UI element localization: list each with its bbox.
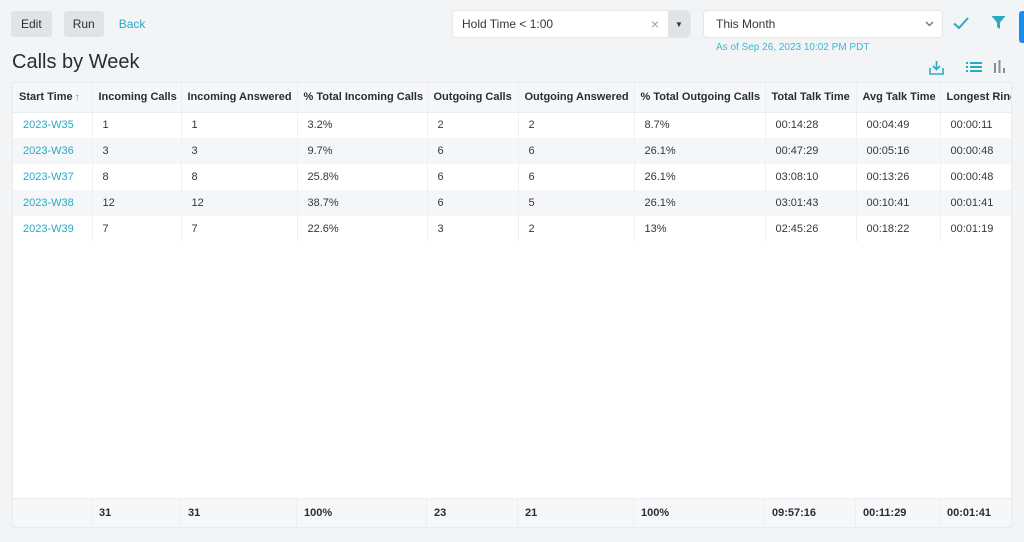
period-select[interactable]: This Month bbox=[703, 10, 943, 38]
week-link[interactable]: 2023-W39 bbox=[13, 216, 93, 242]
cell: 00:00:11 bbox=[940, 112, 1011, 138]
list-icon[interactable] bbox=[966, 61, 982, 73]
column-header-incoming-answered[interactable]: Incoming Answered bbox=[181, 83, 298, 113]
check-icon[interactable] bbox=[952, 14, 970, 32]
funnel-icon[interactable] bbox=[991, 15, 1006, 30]
cell: 25.8% bbox=[297, 164, 428, 190]
column-header-longest-ring[interactable]: Longest Ring bbox=[940, 83, 1011, 113]
column-header-outgoing-calls[interactable]: Outgoing Calls bbox=[427, 83, 519, 113]
cell: 03:08:10 bbox=[765, 164, 857, 190]
total-cell: 31 bbox=[181, 499, 297, 527]
download-icon[interactable] bbox=[929, 60, 944, 75]
cell: 6 bbox=[427, 138, 519, 164]
table-row: 2023-W35 1 1 3.2% 2 2 8.7% 00:14:28 00:0… bbox=[13, 112, 1011, 138]
cell: 03:01:43 bbox=[765, 190, 857, 216]
total-cell: 31 bbox=[92, 499, 181, 527]
total-cell: 21 bbox=[518, 499, 634, 527]
total-cell: 09:57:16 bbox=[765, 499, 856, 527]
cell: 8 bbox=[92, 164, 182, 190]
filter-value: Hold Time < 1:00 bbox=[462, 17, 554, 31]
cell: 00:14:28 bbox=[765, 112, 857, 138]
cell: 6 bbox=[518, 138, 635, 164]
cell: 12 bbox=[181, 190, 298, 216]
side-panel-tab[interactable] bbox=[1019, 11, 1024, 43]
cell: 6 bbox=[518, 164, 635, 190]
column-header-total-talk-time[interactable]: Total Talk Time bbox=[765, 83, 857, 113]
week-link[interactable]: 2023-W38 bbox=[13, 190, 93, 216]
cell: 2 bbox=[518, 112, 635, 138]
cell: 02:45:26 bbox=[765, 216, 857, 242]
cell: 00:13:26 bbox=[856, 164, 941, 190]
cell: 8.7% bbox=[634, 112, 766, 138]
cell: 1 bbox=[92, 112, 182, 138]
cell: 2 bbox=[518, 216, 635, 242]
page-title: Calls by Week bbox=[12, 51, 140, 73]
cell: 00:04:49 bbox=[856, 112, 941, 138]
week-link[interactable]: 2023-W37 bbox=[13, 164, 93, 190]
column-header-start-time[interactable]: Start Time ↑ bbox=[13, 83, 93, 113]
cell: 26.1% bbox=[634, 138, 766, 164]
cell: 00:18:22 bbox=[856, 216, 941, 242]
column-header-pct-total-outgoing[interactable]: % Total Outgoing Calls bbox=[634, 83, 766, 113]
total-cell: 100% bbox=[297, 499, 427, 527]
cell: 00:47:29 bbox=[765, 138, 857, 164]
cell: 6 bbox=[427, 164, 519, 190]
table-row: 2023-W37 8 8 25.8% 6 6 26.1% 03:08:10 00… bbox=[13, 164, 1011, 190]
cell: 00:00:48 bbox=[940, 138, 1011, 164]
cell: 3.2% bbox=[297, 112, 428, 138]
dropdown-arrow-icon[interactable]: ▼ bbox=[668, 11, 690, 37]
run-button[interactable]: Run bbox=[63, 11, 104, 37]
total-cell: 23 bbox=[427, 499, 518, 527]
clear-icon[interactable]: × bbox=[650, 16, 660, 32]
table-row: 2023-W36 3 3 9.7% 6 6 26.1% 00:47:29 00:… bbox=[13, 138, 1011, 164]
table-row: 2023-W38 12 12 38.7% 6 5 26.1% 03:01:43 … bbox=[13, 190, 1011, 216]
cell: 9.7% bbox=[297, 138, 428, 164]
week-link[interactable]: 2023-W35 bbox=[13, 112, 93, 138]
table-row: 2023-W39 7 7 22.6% 3 2 13% 02:45:26 00:1… bbox=[13, 216, 1011, 242]
total-cell: 00:11:29 bbox=[856, 499, 940, 527]
cell: 1 bbox=[181, 112, 298, 138]
cell: 3 bbox=[181, 138, 298, 164]
cell: 00:00:48 bbox=[940, 164, 1011, 190]
cell: 00:01:19 bbox=[940, 216, 1011, 242]
cell: 6 bbox=[427, 190, 519, 216]
bar-chart-icon[interactable] bbox=[993, 60, 1006, 73]
cell: 26.1% bbox=[634, 190, 766, 216]
cell: 38.7% bbox=[297, 190, 428, 216]
header-row: Start Time ↑ Incoming Calls Incoming Answ… bbox=[13, 83, 1011, 113]
cell: 2 bbox=[427, 112, 519, 138]
cell: 7 bbox=[181, 216, 298, 242]
total-cell: 00:01:41 bbox=[940, 499, 1011, 527]
filter-select[interactable]: Hold Time < 1:00 × ▼ bbox=[452, 10, 691, 38]
cell: 3 bbox=[92, 138, 182, 164]
week-link[interactable]: 2023-W36 bbox=[13, 138, 93, 164]
sort-ascending-icon[interactable]: ↑ bbox=[74, 92, 80, 104]
cell: 5 bbox=[518, 190, 635, 216]
back-link[interactable]: Back bbox=[118, 17, 146, 31]
as-of-timestamp: As of Sep 26, 2023 10:02 PM PDT bbox=[716, 42, 870, 53]
cell: 8 bbox=[181, 164, 298, 190]
cell: 00:05:16 bbox=[856, 138, 941, 164]
total-cell bbox=[13, 499, 92, 527]
column-header-outgoing-answered[interactable]: Outgoing Answered bbox=[518, 83, 635, 113]
total-cell: 100% bbox=[634, 499, 765, 527]
period-value: This Month bbox=[716, 17, 776, 31]
column-header-pct-total-incoming[interactable]: % Total Incoming Calls bbox=[297, 83, 428, 113]
column-header-incoming-calls[interactable]: Incoming Calls bbox=[92, 83, 182, 113]
chevron-down-icon bbox=[925, 19, 934, 30]
cell: 12 bbox=[92, 190, 182, 216]
toolbar: Edit Run Back bbox=[11, 11, 145, 37]
column-header-avg-talk-time[interactable]: Avg Talk Time bbox=[856, 83, 941, 113]
cell: 26.1% bbox=[634, 164, 766, 190]
cell: 7 bbox=[92, 216, 182, 242]
cell: 3 bbox=[427, 216, 519, 242]
cell: 22.6% bbox=[297, 216, 428, 242]
cell: 13% bbox=[634, 216, 766, 242]
report-table: Start Time ↑ Incoming Calls Incoming Answ… bbox=[12, 82, 1012, 528]
totals-row: 31 31 100% 23 21 100% 09:57:16 00:11:29 … bbox=[13, 498, 1011, 527]
cell: 00:01:41 bbox=[940, 190, 1011, 216]
edit-button[interactable]: Edit bbox=[11, 11, 52, 37]
cell: 00:10:41 bbox=[856, 190, 941, 216]
